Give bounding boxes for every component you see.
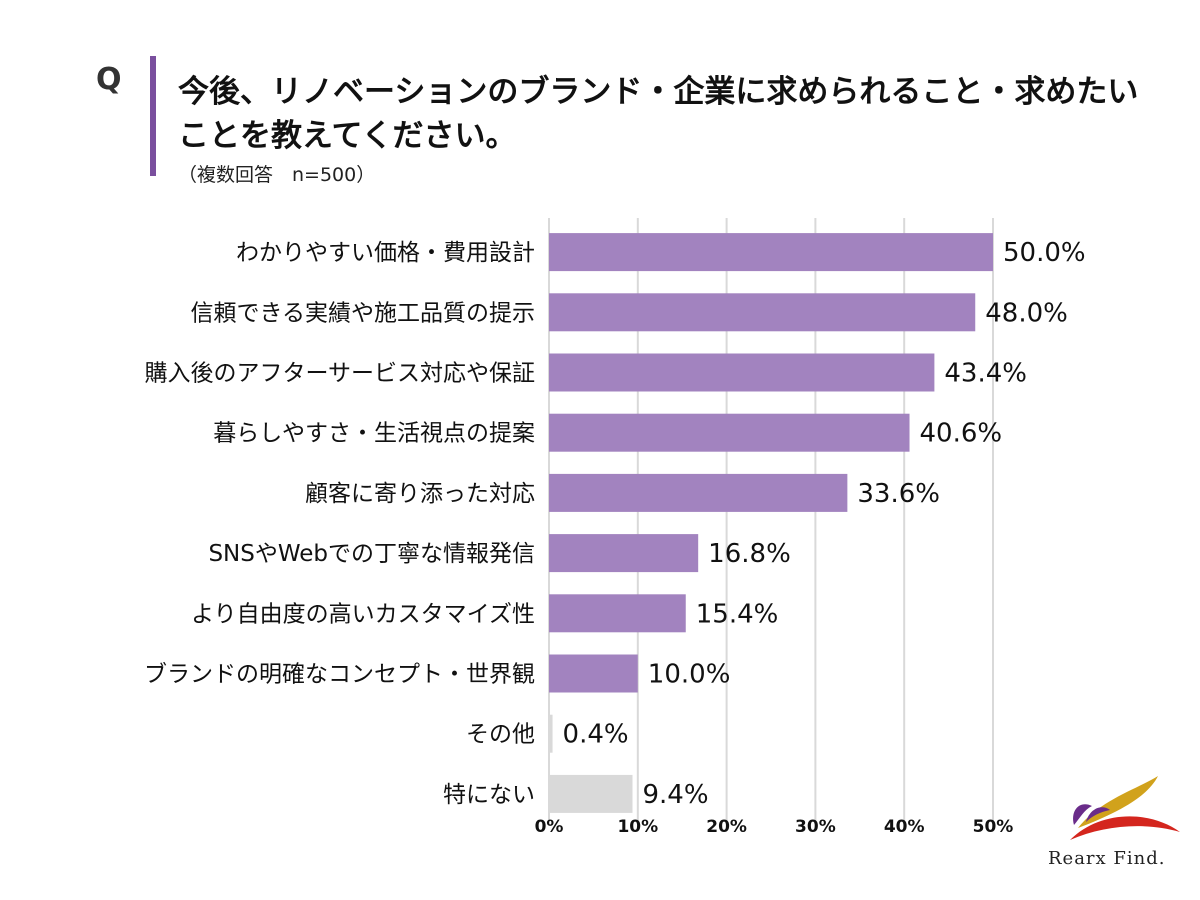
value-label: 48.0% <box>985 298 1068 328</box>
x-tick-label: 0% <box>535 817 564 837</box>
bar <box>549 654 638 693</box>
category-label: 暮らしやすさ・生活視点の提案 <box>213 421 535 447</box>
x-tick-label: 20% <box>706 817 747 837</box>
bar <box>549 413 910 452</box>
category-label: ブランドの明確なコンセプト・世界観 <box>144 662 535 688</box>
question-mark: Q <box>96 62 122 97</box>
category-label: より自由度の高いカスタマイズ性 <box>191 601 535 627</box>
value-label: 50.0% <box>1003 238 1086 268</box>
bar <box>549 594 686 633</box>
bar <box>549 534 699 573</box>
bar <box>549 233 993 272</box>
value-label: 0.4% <box>563 720 629 750</box>
category-label: 顧客に寄り添った対応 <box>305 481 535 507</box>
bar <box>549 473 848 512</box>
value-label: 43.4% <box>944 359 1027 389</box>
chart-title: 今後、リノベーションのブランド・企業に求められること・求めたいことを教えてくださ… <box>178 74 1139 154</box>
value-label: 40.6% <box>920 419 1003 449</box>
bar <box>549 714 553 753</box>
x-tick-label: 50% <box>973 817 1014 837</box>
rearx-find-logo-icon <box>1070 776 1180 840</box>
title-accent-bar <box>150 56 156 176</box>
x-tick-label: 30% <box>795 817 836 837</box>
value-label: 10.0% <box>648 660 731 690</box>
x-tick-label: 10% <box>617 817 658 837</box>
value-label: 15.4% <box>696 599 779 629</box>
x-tick-label: 40% <box>884 817 925 837</box>
value-label: 9.4% <box>642 780 708 810</box>
bar <box>549 353 935 392</box>
category-label: 特にない <box>443 782 535 808</box>
category-label: 購入後のアフターサービス対応や保証 <box>144 361 535 387</box>
category-label: SNSやWebでの丁寧な情報発信 <box>208 541 535 567</box>
value-label: 16.8% <box>708 539 791 569</box>
bar <box>549 774 633 813</box>
chart-subtitle: （複数回答 n=500） <box>178 164 376 186</box>
logo-text: Rearx Find. <box>1048 848 1166 869</box>
bar <box>549 293 976 332</box>
category-label: わかりやすい価格・費用設計 <box>236 240 535 266</box>
value-label: 33.6% <box>857 479 940 509</box>
category-label: 信頼できる実績や施工品質の提示 <box>190 300 535 326</box>
category-label: その他 <box>466 722 535 748</box>
